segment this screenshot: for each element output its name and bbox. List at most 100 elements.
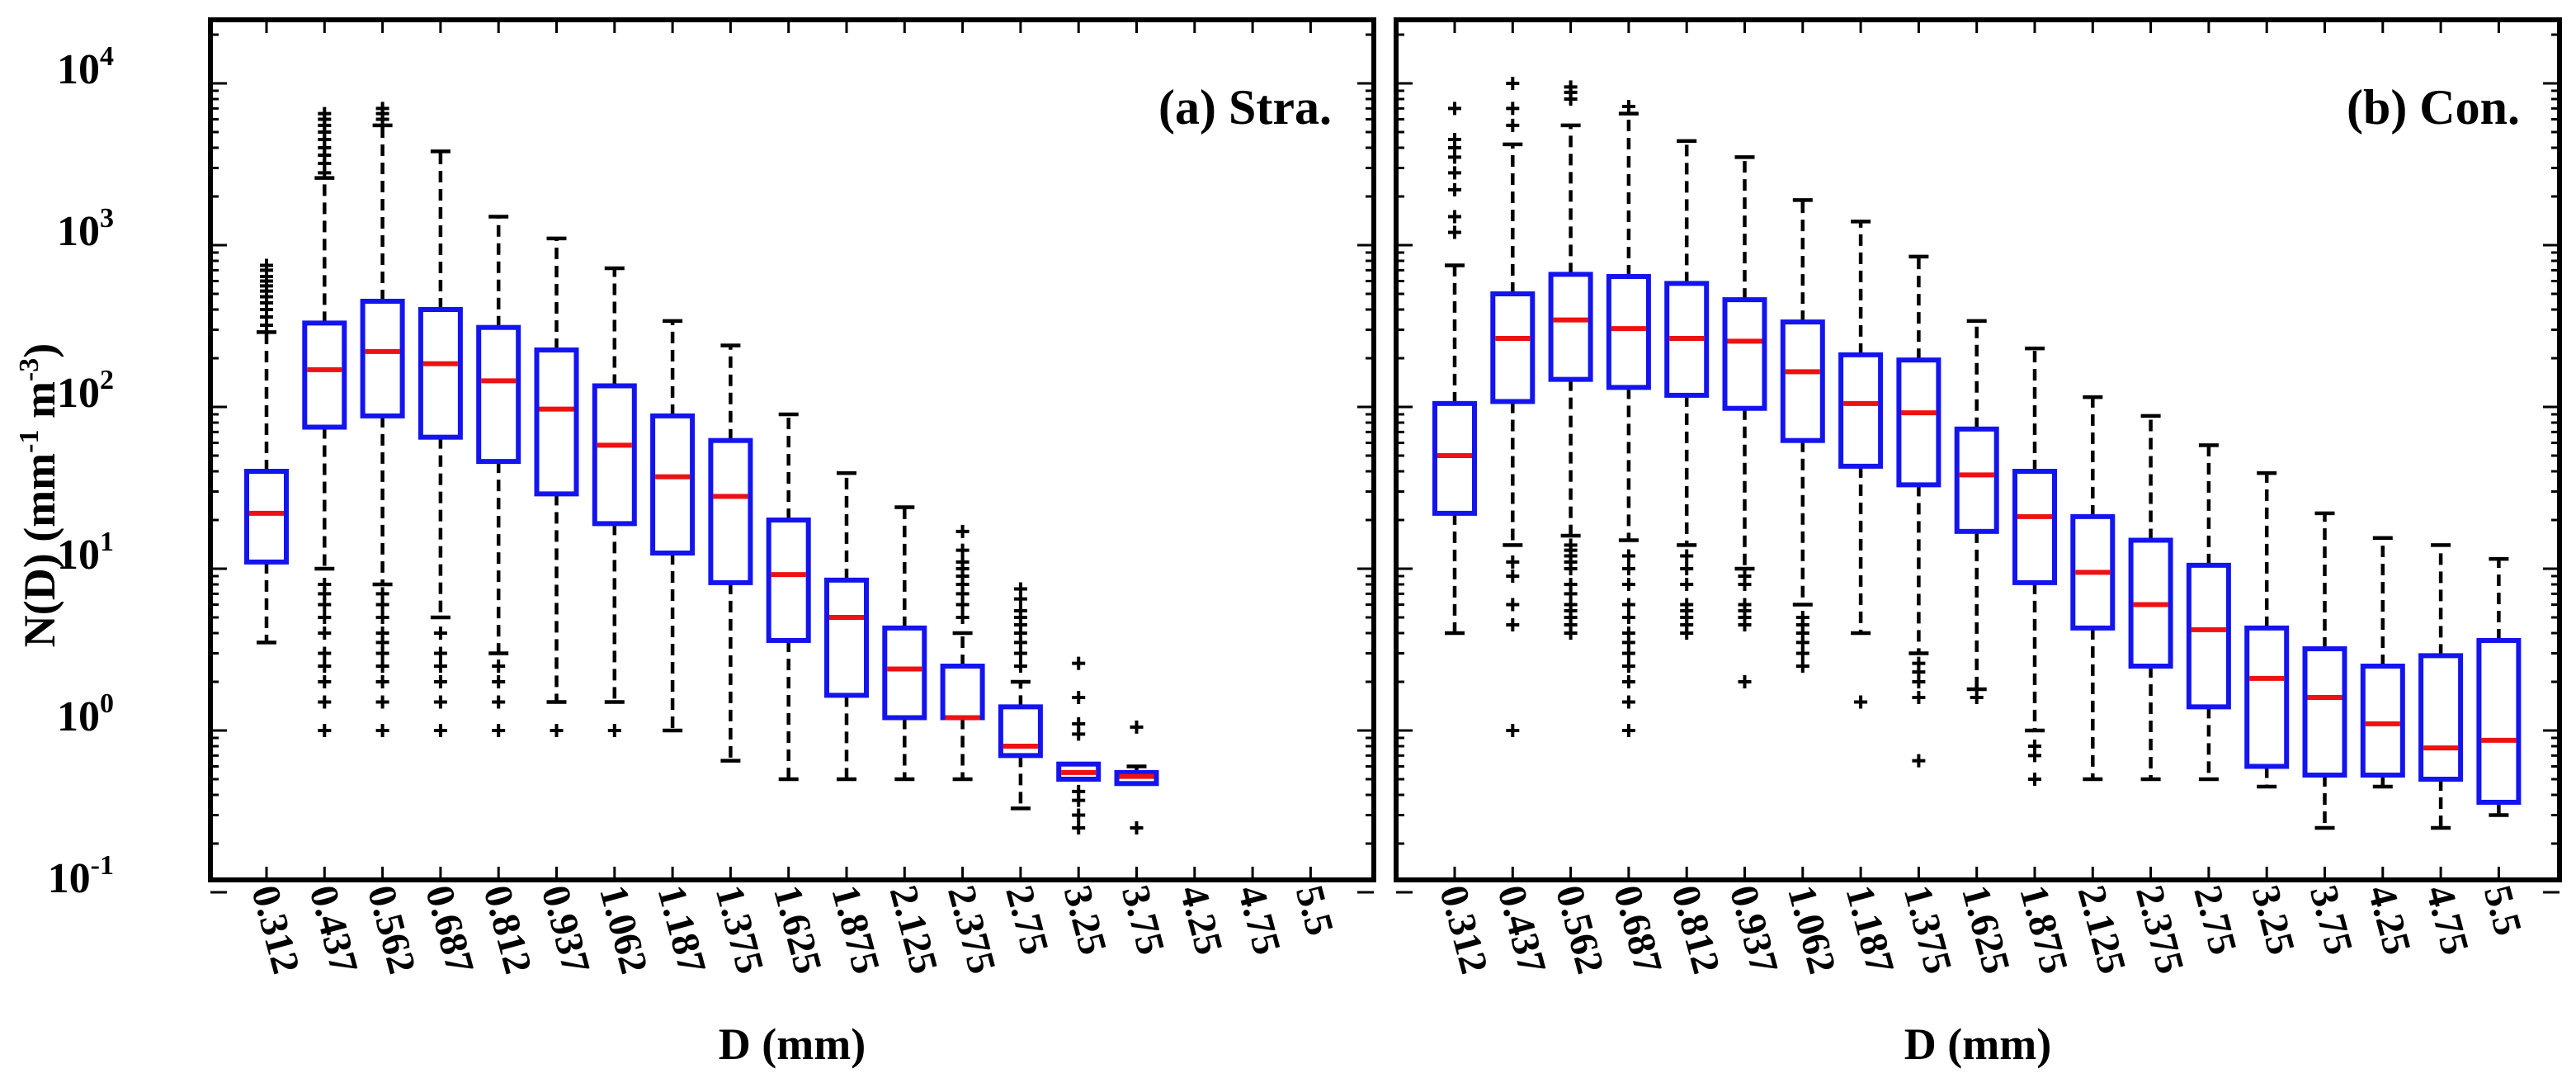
outlier-marker — [318, 674, 332, 688]
iqr-box — [534, 347, 579, 497]
box-2.375 — [940, 524, 985, 782]
outlier-marker — [1912, 690, 1926, 704]
outlier-marker — [1130, 720, 1144, 734]
box-4.75 — [2418, 543, 2464, 830]
outlier-marker — [1506, 102, 1520, 116]
iqr-box — [418, 306, 463, 440]
iqr-box — [1056, 761, 1102, 782]
box-1.875 — [2012, 346, 2057, 787]
box-3.25 — [1056, 656, 1102, 835]
outlier-marker — [1680, 562, 1694, 575]
iqr-box — [1838, 352, 1884, 469]
outlier-marker — [1621, 724, 1635, 737]
box-0.437 — [302, 106, 347, 737]
box-3.25 — [2244, 470, 2290, 789]
outlier-marker — [1854, 695, 1868, 709]
outlier-marker — [433, 660, 447, 674]
iqr-box — [2302, 645, 2347, 778]
outlier-marker — [1680, 577, 1694, 591]
iqr-box — [1432, 400, 1477, 516]
iqr-box — [1896, 357, 1941, 488]
outlier-marker — [1621, 577, 1635, 591]
box-1.062 — [592, 266, 637, 737]
outlier-marker — [1738, 674, 1752, 688]
iqr-box — [2128, 537, 2173, 669]
outlier-marker — [1564, 577, 1578, 591]
outlier-marker — [1795, 611, 1809, 625]
outlier-marker — [433, 626, 447, 640]
iqr-box — [244, 468, 289, 565]
box-3.75 — [1114, 720, 1159, 835]
outlier-marker — [375, 587, 389, 601]
y-tick-label: 103 — [57, 203, 114, 255]
outlier-marker — [375, 674, 389, 688]
box-1.187 — [650, 319, 696, 733]
box-1.875 — [824, 470, 869, 782]
plot-frame — [1394, 17, 2562, 882]
outlier-marker — [1506, 569, 1520, 583]
outlier-marker — [955, 611, 970, 625]
outlier-marker — [1621, 99, 1635, 113]
outlier-marker — [260, 258, 273, 272]
box-4.25 — [2360, 536, 2405, 789]
y-tick-label: 101 — [57, 527, 114, 579]
iqr-box — [360, 298, 405, 418]
box-3.75 — [2302, 511, 2347, 830]
box-5.5 — [2476, 556, 2522, 817]
outlier-marker — [1621, 611, 1635, 625]
outlier-marker — [492, 674, 506, 688]
outlier-marker — [1448, 182, 1461, 196]
iqr-box — [708, 437, 753, 585]
outlier-marker — [955, 555, 970, 569]
outlier-marker — [1448, 102, 1461, 116]
outlier-marker — [1130, 821, 1144, 835]
box-2.75 — [998, 582, 1043, 811]
box-2.125 — [2070, 395, 2116, 782]
outlier-marker — [1680, 598, 1694, 612]
outlier-marker — [1013, 660, 1027, 674]
outlier-marker — [318, 646, 332, 660]
y-tick-label: 10-1 — [48, 850, 114, 902]
iqr-box — [2476, 637, 2522, 805]
outlier-marker — [318, 577, 332, 591]
outlier-marker — [1013, 603, 1027, 617]
box-1.375 — [1896, 254, 1941, 768]
iqr-box — [476, 324, 521, 465]
iqr-box — [1780, 319, 1825, 443]
outlier-marker — [1795, 660, 1809, 674]
iqr-box — [2070, 513, 2116, 631]
x-axis-label: D (mm) — [719, 1019, 866, 1069]
outlier-marker — [433, 695, 447, 709]
iqr-box — [1606, 273, 1651, 390]
outlier-marker — [1506, 118, 1520, 132]
outlier-marker — [433, 724, 447, 737]
outlier-marker — [492, 724, 506, 737]
box-0.812 — [1664, 139, 1710, 640]
outlier-marker — [433, 674, 447, 688]
box-1.375 — [708, 343, 753, 763]
plot-frame — [208, 17, 1376, 882]
outlier-marker — [1506, 617, 1520, 631]
outlier-marker — [318, 660, 332, 674]
iqr-box — [1114, 769, 1159, 787]
outlier-marker — [1621, 660, 1635, 674]
panel-title: (b) Con. — [2347, 80, 2520, 135]
outlier-marker — [1072, 821, 1086, 835]
iqr-box — [2418, 653, 2464, 782]
outlier-marker — [375, 724, 389, 737]
iqr-box — [302, 320, 347, 430]
outlier-marker — [1506, 555, 1520, 569]
outlier-marker — [1072, 656, 1086, 670]
outlier-marker — [1621, 549, 1635, 563]
outlier-marker — [1970, 690, 1984, 704]
iqr-box — [882, 625, 927, 721]
box-0.937 — [534, 236, 579, 737]
outlier-marker — [375, 611, 389, 625]
iqr-box — [2012, 468, 2057, 585]
outlier-marker — [1621, 598, 1635, 612]
iqr-box — [2186, 562, 2231, 710]
box-1.062 — [1780, 198, 1825, 674]
y-tick-label: 100 — [57, 688, 114, 740]
outlier-marker — [318, 695, 332, 709]
